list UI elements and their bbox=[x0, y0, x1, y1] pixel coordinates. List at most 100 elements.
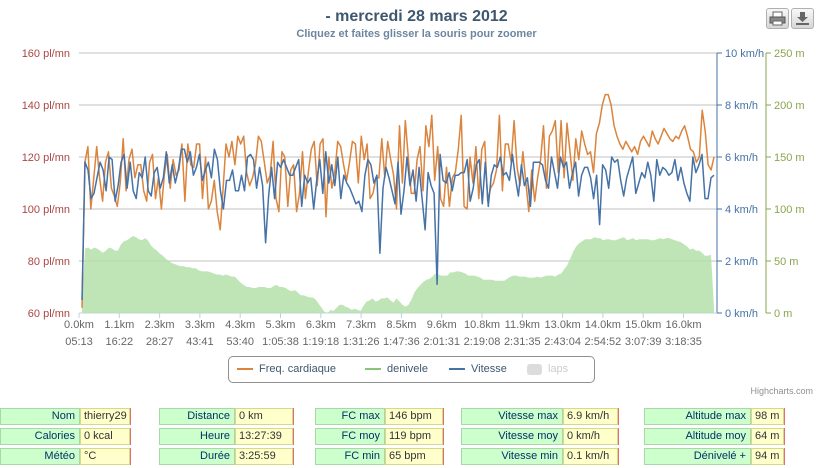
stat-separator bbox=[293, 448, 294, 465]
x-tick-label-distance: 16.0km bbox=[665, 319, 701, 331]
x-tick-label-time: 3:18:35 bbox=[665, 336, 702, 348]
elevation-tick-label: 200 m bbox=[774, 100, 805, 112]
speed-tick-label: 10 km/h bbox=[725, 48, 764, 60]
stat-value: 0 km/h bbox=[563, 428, 618, 445]
hr-tick-label: 80 pl/mn bbox=[28, 256, 70, 268]
stat-separator bbox=[130, 448, 131, 465]
chart-title: - mercredi 28 mars 2012 bbox=[325, 8, 508, 25]
hr-tick-label: 140 pl/mn bbox=[22, 100, 70, 112]
x-tick-label-time: 1:05:38 bbox=[262, 336, 299, 348]
x-tick-label-time: 2:31:35 bbox=[504, 336, 541, 348]
x-tick-label-distance: 9.6km bbox=[427, 319, 457, 331]
x-tick-label-time: 53:40 bbox=[226, 336, 254, 348]
legend-label-hr: Freq. cardiaque bbox=[259, 363, 337, 375]
speed-tick-label: 4 km/h bbox=[725, 204, 758, 216]
stat-label: Altitude moy bbox=[644, 428, 751, 445]
x-tick-label-distance: 15.0km bbox=[625, 319, 661, 331]
stat-value: 64 m bbox=[751, 428, 784, 445]
stat-label: Vitesse min bbox=[461, 448, 563, 465]
stat-value: 119 bpm bbox=[385, 428, 443, 445]
stat-value: 3:25:59 bbox=[235, 448, 293, 465]
stat-label: FC min bbox=[315, 448, 385, 465]
stat-separator bbox=[618, 448, 619, 465]
stat-label: Nom bbox=[0, 408, 80, 425]
x-tick-label-distance: 8.5km bbox=[386, 319, 416, 331]
elevation-tick-label: 50 m bbox=[774, 256, 798, 268]
hr-tick-label: 100 pl/mn bbox=[22, 204, 70, 216]
x-tick-label-time: 16:22 bbox=[106, 336, 134, 348]
series-area-elevation bbox=[82, 236, 714, 313]
legend-swatch-speed bbox=[449, 368, 465, 371]
stat-label: FC max bbox=[315, 408, 385, 425]
x-tick-label-distance: 4.3km bbox=[225, 319, 255, 331]
stat-separator bbox=[443, 408, 444, 425]
stat-value: 6.9 km/h bbox=[563, 408, 618, 425]
stat-separator bbox=[784, 428, 785, 445]
x-tick-label-time: 1:31:26 bbox=[343, 336, 380, 348]
speed-tick-label: 6 km/h bbox=[725, 152, 758, 164]
elevation-tick-label: 100 m bbox=[774, 204, 805, 216]
stat-label: Altitude max bbox=[644, 408, 751, 425]
legend-item-laps[interactable]: laps bbox=[527, 363, 568, 375]
x-tick-label-distance: 0.0km bbox=[64, 319, 94, 331]
legend-item-hr[interactable]: Freq. cardiaque bbox=[237, 363, 336, 375]
hr-tick-label: 60 pl/mn bbox=[28, 308, 70, 320]
stat-separator bbox=[130, 428, 131, 445]
stat-separator bbox=[618, 408, 619, 425]
legend-label-elevation: denivele bbox=[387, 363, 428, 375]
hr-tick-label: 160 pl/mn bbox=[22, 48, 70, 60]
x-tick-label-time: 2:43:04 bbox=[544, 336, 581, 348]
stat-label: Vitesse max bbox=[461, 408, 563, 425]
print-button[interactable] bbox=[766, 8, 789, 29]
series-line-speed bbox=[81, 148, 715, 301]
x-tick-label-time: 28:27 bbox=[146, 336, 174, 348]
x-tick-label-time: 1:47:36 bbox=[383, 336, 420, 348]
print-icon bbox=[769, 11, 786, 26]
stat-label: FC moy bbox=[315, 428, 385, 445]
stat-label: Météo bbox=[0, 448, 80, 465]
stat-label: Durée bbox=[159, 448, 235, 465]
highcharts-credit[interactable]: Highcharts.com bbox=[750, 386, 813, 396]
legend-item-speed[interactable]: Vitesse bbox=[449, 363, 507, 375]
elevation-tick-label: 0 m bbox=[774, 308, 792, 320]
x-tick-label-distance: 13.0km bbox=[545, 319, 581, 331]
stat-label: Dénivelé + bbox=[644, 448, 751, 465]
elevation-tick-label: 250 m bbox=[774, 48, 805, 60]
elevation-tick-label: 150 m bbox=[774, 152, 805, 164]
x-tick-label-time: 43:41 bbox=[186, 336, 214, 348]
chart-legend: Freq. cardiaque denivele Vitesse laps bbox=[228, 356, 595, 383]
stat-label: Vitesse moy bbox=[461, 428, 563, 445]
stat-value: 0 km bbox=[235, 408, 293, 425]
legend-swatch-elevation bbox=[365, 368, 381, 371]
x-tick-label-distance: 5.3km bbox=[266, 319, 296, 331]
download-icon bbox=[796, 12, 809, 25]
speed-tick-label: 8 km/h bbox=[725, 100, 758, 112]
stat-value: 13:27:39 bbox=[235, 428, 293, 445]
x-tick-label-time: 2:19:08 bbox=[464, 336, 501, 348]
hr-tick-label: 120 pl/mn bbox=[22, 152, 70, 164]
stat-label: Calories bbox=[0, 428, 80, 445]
chart-plot[interactable]: 160 pl/mn 140 pl/mn 120 pl/mn 100 pl/mn 80 p… bbox=[0, 0, 833, 355]
x-tick-label-distance: 10.8km bbox=[464, 319, 500, 331]
stat-separator bbox=[130, 408, 131, 425]
legend-item-elevation[interactable]: denivele bbox=[365, 363, 428, 375]
stat-separator bbox=[293, 428, 294, 445]
stat-label: Distance bbox=[159, 408, 235, 425]
legend-swatch-laps bbox=[527, 363, 542, 375]
stat-value: 0.1 km/h bbox=[563, 448, 618, 465]
legend-label-speed: Vitesse bbox=[471, 363, 507, 375]
stat-value: 0 kcal bbox=[80, 428, 130, 445]
x-tick-label-time: 1:19:18 bbox=[302, 336, 339, 348]
stat-value: thierry29 bbox=[80, 408, 130, 425]
stat-value: 98 m bbox=[751, 408, 784, 425]
x-tick-label-distance: 11.9km bbox=[505, 319, 540, 331]
stat-label: Heure bbox=[159, 428, 235, 445]
stat-separator bbox=[443, 448, 444, 465]
stat-separator bbox=[784, 408, 785, 425]
x-tick-label-distance: 7.3km bbox=[346, 319, 376, 331]
export-button[interactable] bbox=[791, 8, 814, 29]
x-tick-label-distance: 3.3km bbox=[185, 319, 215, 331]
chart-subtitle: Cliquez et faites glisser la souris pour… bbox=[296, 28, 537, 40]
stat-separator bbox=[443, 428, 444, 445]
stat-separator bbox=[618, 428, 619, 445]
